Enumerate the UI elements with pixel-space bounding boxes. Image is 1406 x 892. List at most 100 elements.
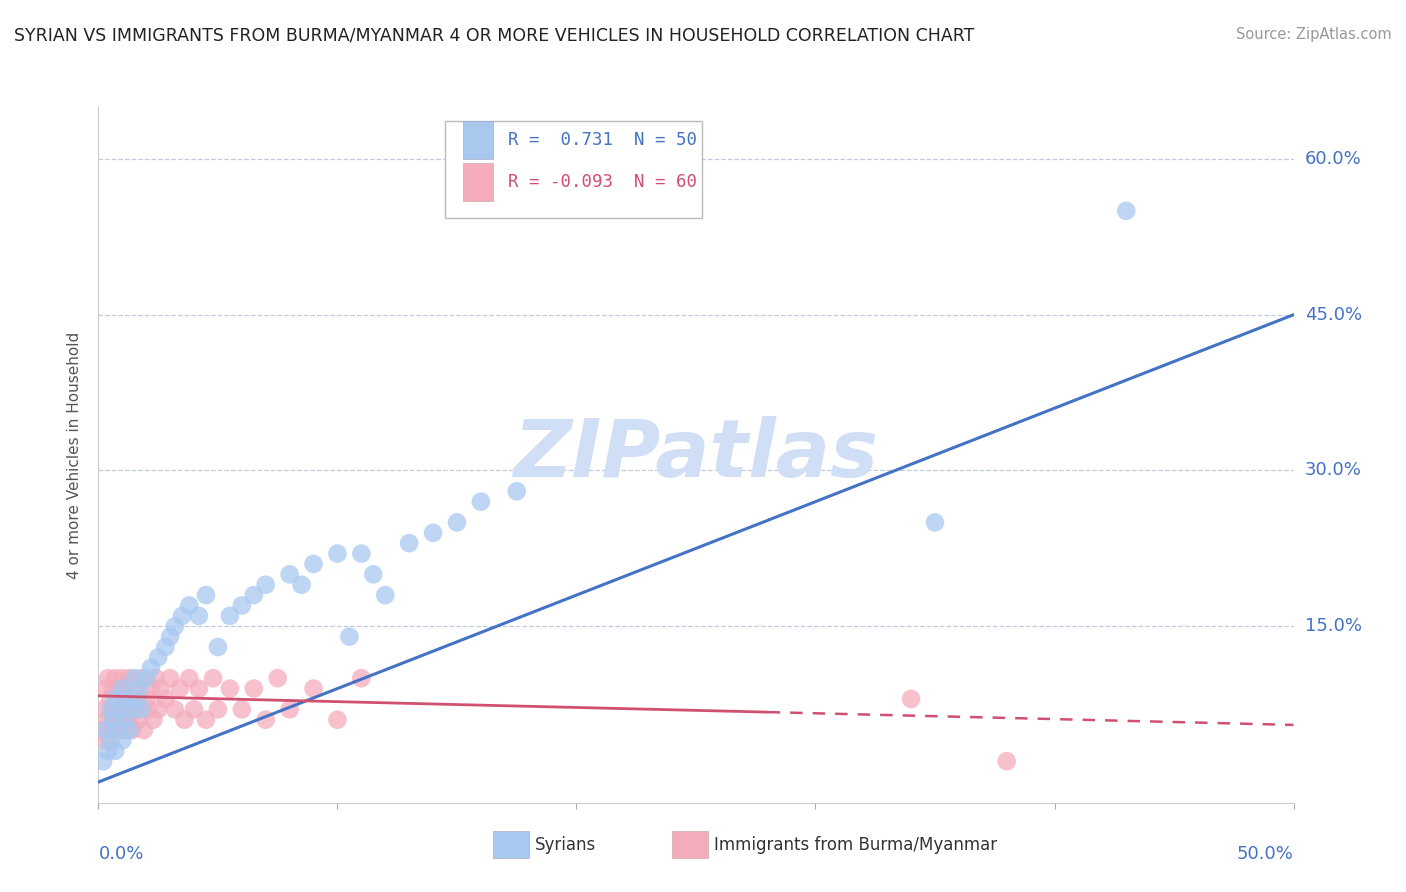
Point bbox=[172, 608, 194, 623]
Point bbox=[104, 713, 127, 727]
Point bbox=[98, 733, 122, 747]
Text: ZIPatlas: ZIPatlas bbox=[513, 416, 879, 494]
Point bbox=[163, 619, 186, 633]
Point bbox=[231, 599, 253, 613]
Point bbox=[108, 681, 131, 696]
Point bbox=[111, 713, 134, 727]
Point bbox=[398, 536, 420, 550]
Bar bbox=[494, 830, 529, 858]
Point bbox=[131, 671, 153, 685]
Point bbox=[135, 671, 157, 685]
Text: 0.0%: 0.0% bbox=[98, 845, 143, 863]
Point bbox=[900, 692, 922, 706]
Point bbox=[187, 681, 209, 696]
Point bbox=[118, 713, 141, 727]
Point bbox=[108, 702, 131, 716]
Point bbox=[135, 692, 157, 706]
Point bbox=[278, 702, 301, 716]
Point bbox=[219, 681, 242, 696]
Point bbox=[91, 702, 114, 716]
Bar bbox=[672, 830, 709, 858]
Point bbox=[202, 671, 225, 685]
Text: R = -0.093  N = 60: R = -0.093 N = 60 bbox=[509, 173, 697, 191]
Point bbox=[98, 692, 122, 706]
Point bbox=[179, 671, 201, 685]
Point bbox=[254, 578, 277, 592]
Point bbox=[363, 567, 385, 582]
Text: 30.0%: 30.0% bbox=[1305, 461, 1361, 480]
Point bbox=[98, 702, 122, 716]
Text: Source: ZipAtlas.com: Source: ZipAtlas.com bbox=[1236, 27, 1392, 42]
Point bbox=[104, 671, 127, 685]
Point bbox=[183, 702, 205, 716]
Text: 45.0%: 45.0% bbox=[1305, 306, 1362, 324]
Point bbox=[155, 692, 177, 706]
Point bbox=[326, 547, 349, 561]
Point bbox=[104, 692, 127, 706]
Point bbox=[243, 681, 266, 696]
Point bbox=[97, 713, 120, 727]
Point bbox=[995, 754, 1018, 768]
Point bbox=[173, 713, 195, 727]
Point bbox=[118, 671, 141, 685]
Point bbox=[118, 723, 141, 738]
Point bbox=[194, 713, 217, 727]
Point bbox=[91, 754, 114, 768]
Point bbox=[148, 702, 170, 716]
Point bbox=[169, 681, 191, 696]
Text: 60.0%: 60.0% bbox=[1305, 150, 1361, 168]
Point bbox=[90, 723, 112, 738]
Point bbox=[115, 681, 138, 696]
Point bbox=[302, 557, 325, 571]
FancyBboxPatch shape bbox=[444, 121, 702, 219]
Point bbox=[94, 681, 117, 696]
Point bbox=[254, 713, 277, 727]
Bar bbox=[463, 163, 494, 202]
Point bbox=[155, 640, 177, 654]
Point bbox=[179, 599, 201, 613]
Point bbox=[142, 713, 165, 727]
Point bbox=[101, 713, 124, 727]
Point bbox=[108, 702, 131, 716]
Point bbox=[194, 588, 217, 602]
Point bbox=[124, 702, 146, 716]
Point bbox=[422, 525, 444, 540]
Point bbox=[97, 671, 120, 685]
Text: SYRIAN VS IMMIGRANTS FROM BURMA/MYANMAR 4 OR MORE VEHICLES IN HOUSEHOLD CORRELAT: SYRIAN VS IMMIGRANTS FROM BURMA/MYANMAR … bbox=[14, 27, 974, 45]
Text: Immigrants from Burma/Myanmar: Immigrants from Burma/Myanmar bbox=[714, 836, 997, 854]
Point bbox=[470, 494, 492, 508]
Point bbox=[94, 723, 117, 738]
Point bbox=[138, 702, 160, 716]
Point bbox=[1115, 203, 1137, 218]
Point bbox=[145, 671, 167, 685]
Point bbox=[924, 516, 946, 530]
Point bbox=[115, 692, 138, 706]
Point bbox=[207, 640, 229, 654]
Point bbox=[267, 671, 290, 685]
Point bbox=[159, 671, 181, 685]
Point bbox=[163, 702, 186, 716]
Text: R =  0.731  N = 50: R = 0.731 N = 50 bbox=[509, 130, 697, 149]
Point bbox=[124, 671, 146, 685]
Point bbox=[128, 713, 150, 727]
Point bbox=[97, 744, 120, 758]
Point bbox=[139, 681, 162, 696]
Point bbox=[139, 661, 162, 675]
Point bbox=[132, 723, 155, 738]
Point bbox=[107, 723, 129, 738]
Point bbox=[101, 681, 124, 696]
Point bbox=[219, 608, 242, 623]
Point bbox=[125, 692, 148, 706]
Point bbox=[148, 650, 170, 665]
Point bbox=[101, 702, 124, 716]
Point bbox=[278, 567, 301, 582]
Point bbox=[149, 681, 172, 696]
Point bbox=[128, 681, 150, 696]
Point bbox=[350, 671, 373, 685]
Point bbox=[121, 723, 143, 738]
Point bbox=[506, 484, 529, 499]
Point bbox=[107, 692, 129, 706]
Point bbox=[125, 681, 148, 696]
Point bbox=[337, 630, 360, 644]
Point bbox=[107, 723, 129, 738]
